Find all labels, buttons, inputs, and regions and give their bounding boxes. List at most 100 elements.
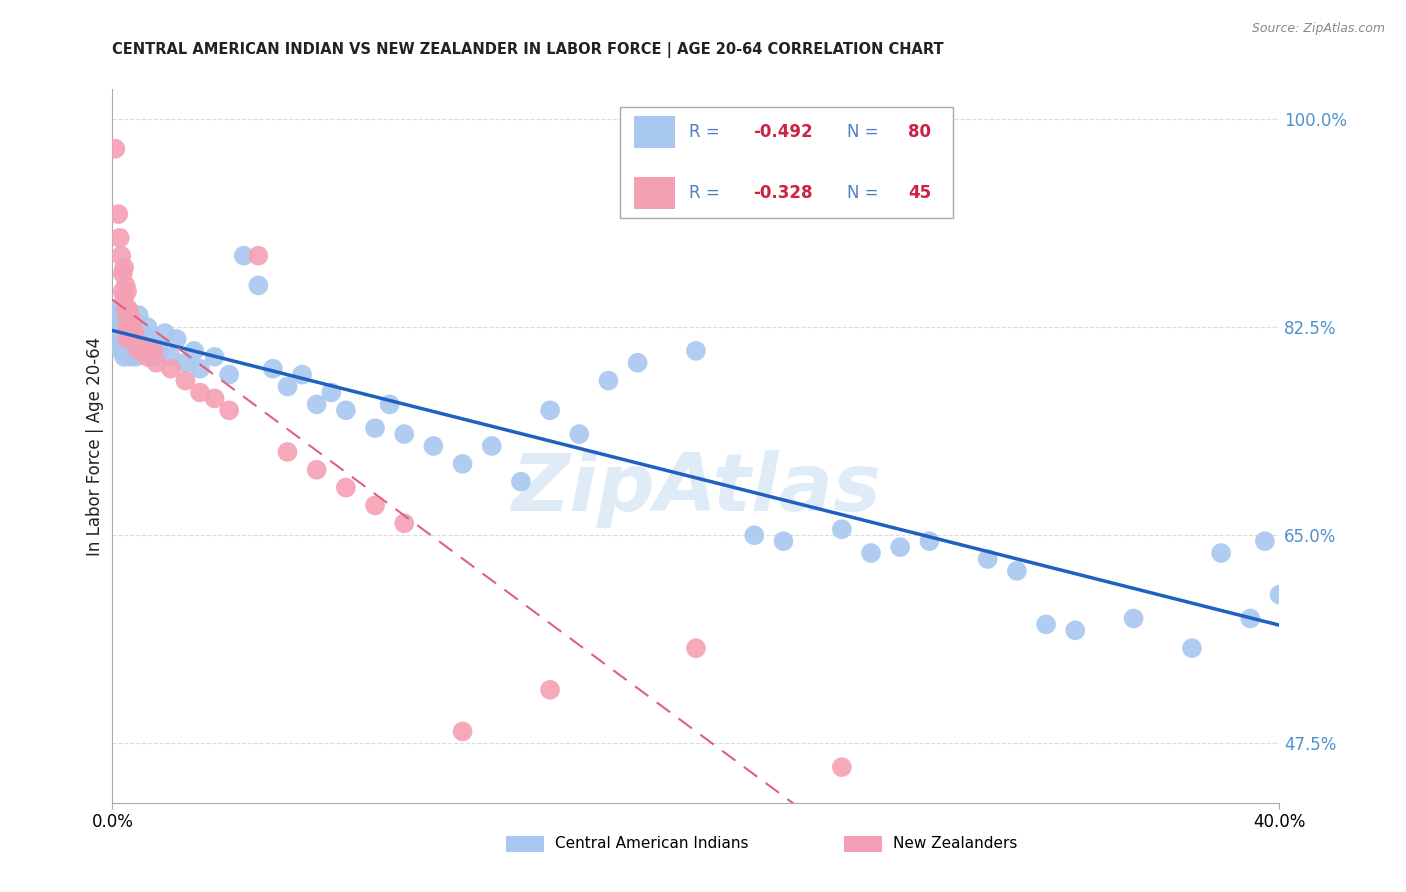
Point [976, 552, 998, 566]
Point [160, 361, 183, 376]
Text: 45: 45 [908, 184, 932, 202]
Point [772, 534, 794, 549]
Bar [506, 836, 544, 852]
Point [335, 403, 357, 417]
Point [145, 338, 167, 352]
Text: N =: N = [846, 184, 883, 202]
Text: 80: 80 [908, 123, 931, 141]
Point [134, 338, 156, 352]
Point [364, 499, 387, 513]
Point [111, 285, 134, 299]
Point [1005, 564, 1028, 578]
Point [117, 326, 139, 340]
Point [124, 338, 146, 352]
Point [204, 392, 226, 406]
Point [139, 332, 162, 346]
Point [742, 528, 765, 542]
FancyBboxPatch shape [620, 107, 953, 218]
Point [889, 540, 911, 554]
Point [114, 302, 136, 317]
Point [104, 326, 127, 340]
Point [122, 320, 145, 334]
Point [145, 356, 167, 370]
Text: -0.328: -0.328 [754, 184, 813, 202]
Point [291, 368, 314, 382]
Point [118, 326, 141, 340]
Point [128, 343, 150, 358]
Point [183, 343, 205, 358]
Point [918, 534, 941, 549]
Point [598, 374, 620, 388]
Point [112, 290, 135, 304]
Point [1064, 624, 1087, 638]
Point [276, 445, 298, 459]
Point [1181, 641, 1204, 656]
Text: R =: R = [689, 184, 725, 202]
Point [114, 308, 136, 322]
Point [422, 439, 444, 453]
Point [305, 463, 328, 477]
Point [122, 343, 145, 358]
Y-axis label: In Labor Force | Age 20-64: In Labor Force | Age 20-64 [86, 336, 104, 556]
Point [117, 314, 139, 328]
Point [107, 338, 129, 352]
Point [1035, 617, 1057, 632]
Point [111, 332, 134, 346]
Point [105, 308, 128, 322]
Point [118, 350, 141, 364]
Point [218, 368, 240, 382]
Point [117, 332, 139, 346]
Point [321, 385, 343, 400]
Point [247, 278, 270, 293]
Point [125, 332, 148, 346]
Point [131, 338, 153, 352]
Point [124, 314, 146, 328]
Point [451, 724, 474, 739]
Point [166, 332, 188, 346]
Point [128, 332, 150, 346]
Point [118, 326, 141, 340]
Point [136, 320, 159, 334]
Point [108, 231, 131, 245]
Point [136, 350, 159, 364]
Point [174, 356, 197, 370]
Point [108, 314, 131, 328]
Point [276, 379, 298, 393]
Point [107, 302, 129, 317]
Point [1239, 611, 1261, 625]
Bar [844, 836, 882, 852]
Point [134, 343, 156, 358]
Point [685, 641, 707, 656]
Point [174, 374, 197, 388]
Point [114, 278, 136, 293]
Point [122, 332, 145, 346]
Point [142, 350, 165, 364]
Text: N =: N = [846, 123, 883, 141]
Text: CENTRAL AMERICAN INDIAN VS NEW ZEALANDER IN LABOR FORCE | AGE 20-64 CORRELATION : CENTRAL AMERICAN INDIAN VS NEW ZEALANDER… [112, 42, 943, 58]
Point [115, 320, 138, 334]
Point [1268, 588, 1291, 602]
Text: ZipAtlas: ZipAtlas [510, 450, 882, 528]
Point [509, 475, 531, 489]
Point [107, 207, 129, 221]
Point [131, 326, 153, 340]
Point [378, 397, 401, 411]
Text: -0.492: -0.492 [754, 123, 813, 141]
Point [112, 260, 135, 275]
Point [115, 285, 138, 299]
Point [538, 403, 561, 417]
Point [204, 350, 226, 364]
Point [104, 142, 127, 156]
Point [125, 320, 148, 334]
Point [831, 522, 853, 536]
Point [392, 516, 416, 531]
Point [114, 338, 136, 352]
Point [859, 546, 883, 560]
Point [153, 326, 176, 340]
Point [247, 249, 270, 263]
Point [538, 682, 561, 697]
Point [364, 421, 387, 435]
Point [131, 343, 153, 358]
Text: R =: R = [689, 123, 725, 141]
Point [128, 308, 150, 322]
